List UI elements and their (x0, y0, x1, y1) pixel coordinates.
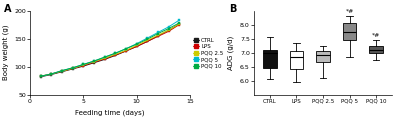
Y-axis label: Body weight (g): Body weight (g) (2, 25, 8, 80)
Text: B: B (229, 4, 236, 14)
PathPatch shape (343, 23, 356, 40)
PathPatch shape (290, 51, 303, 69)
PathPatch shape (316, 51, 330, 62)
X-axis label: Feeding time (days): Feeding time (days) (75, 110, 145, 116)
PathPatch shape (263, 50, 276, 68)
Text: A: A (4, 4, 12, 14)
PathPatch shape (370, 46, 383, 53)
Text: *#: *# (345, 9, 354, 15)
Text: *#: *# (372, 33, 380, 38)
Y-axis label: ADG (g/d): ADG (g/d) (228, 36, 234, 70)
Legend: CTRL, LPS, PQQ 2.5, PQQ 5, PQQ 10: CTRL, LPS, PQQ 2.5, PQQ 5, PQQ 10 (193, 38, 223, 69)
